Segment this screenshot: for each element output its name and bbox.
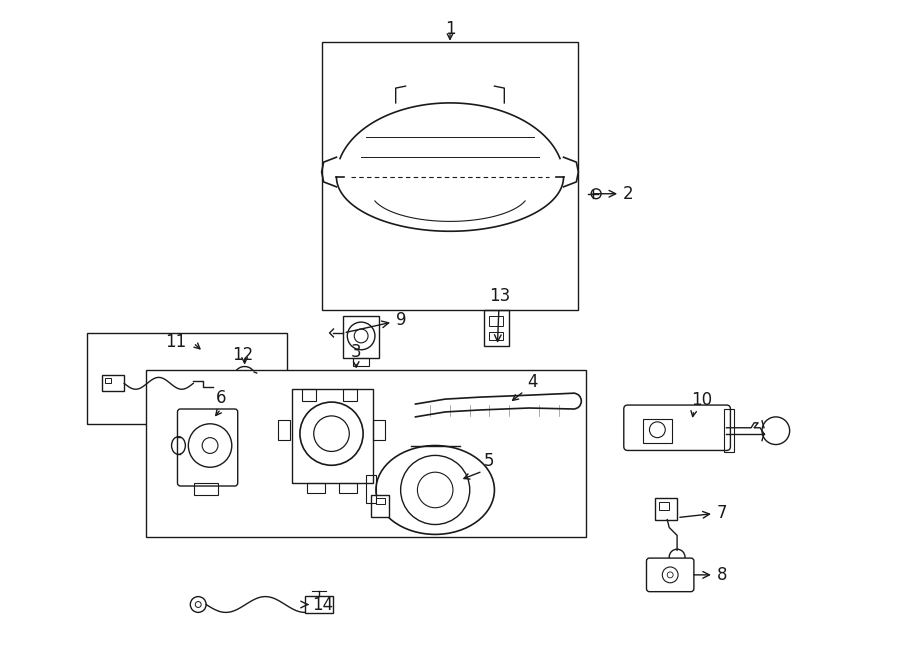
Text: 10: 10 — [691, 391, 712, 409]
Text: 6: 6 — [216, 389, 226, 407]
Bar — [307, 483, 325, 493]
Text: 11: 11 — [165, 333, 186, 351]
Bar — [339, 483, 357, 493]
Bar — [194, 483, 218, 495]
Bar — [305, 596, 332, 613]
Text: 12: 12 — [232, 346, 253, 364]
Bar — [373, 420, 385, 440]
Bar — [353, 358, 369, 366]
FancyBboxPatch shape — [646, 558, 694, 592]
Bar — [376, 498, 385, 504]
Bar — [103, 375, 124, 391]
Bar — [724, 409, 734, 452]
Text: 3: 3 — [351, 342, 362, 361]
Bar — [483, 310, 509, 346]
FancyBboxPatch shape — [177, 409, 238, 486]
Text: 8: 8 — [694, 566, 727, 584]
Bar — [146, 369, 586, 537]
Bar — [344, 389, 357, 401]
Text: 2: 2 — [593, 184, 634, 203]
Text: 5: 5 — [484, 452, 495, 470]
Bar — [490, 316, 503, 326]
Text: 14: 14 — [301, 596, 333, 613]
Bar — [643, 419, 672, 443]
Bar — [371, 495, 389, 517]
Bar — [366, 475, 376, 503]
Text: 1: 1 — [445, 20, 455, 38]
Bar — [660, 502, 670, 510]
Bar — [344, 316, 379, 358]
Bar — [490, 332, 503, 340]
Bar — [302, 389, 316, 401]
Text: 4: 4 — [527, 373, 538, 391]
Text: 9: 9 — [346, 311, 406, 332]
Text: 13: 13 — [489, 288, 510, 342]
Bar — [321, 42, 579, 310]
Text: 7: 7 — [680, 504, 727, 522]
Polygon shape — [416, 393, 573, 417]
FancyBboxPatch shape — [624, 405, 731, 450]
Bar — [86, 333, 287, 424]
Bar — [278, 420, 290, 440]
Bar — [292, 389, 373, 483]
Bar — [655, 498, 677, 520]
Bar — [105, 378, 112, 383]
